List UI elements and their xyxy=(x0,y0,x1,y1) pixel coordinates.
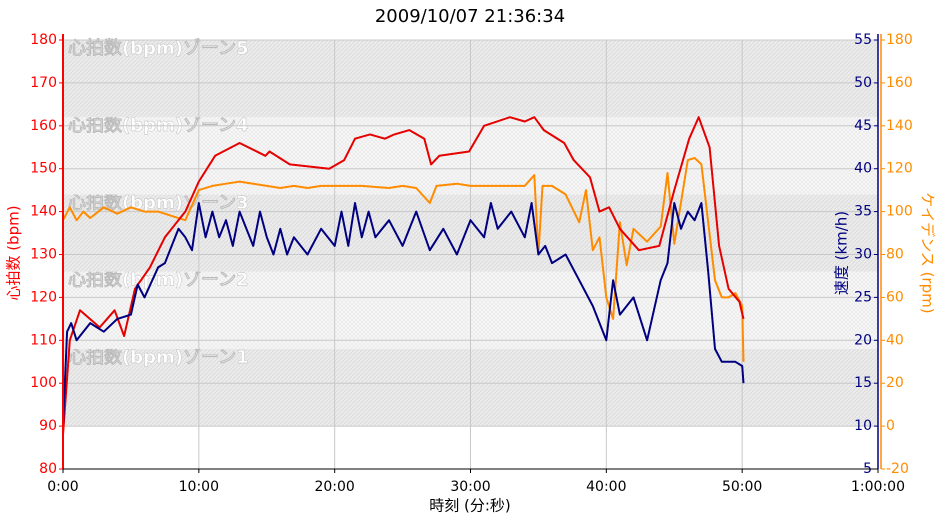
y-tick-label: 90 xyxy=(39,418,57,434)
y2-tick-label: 50 xyxy=(854,75,872,91)
y3-tick-label: 100 xyxy=(886,204,913,220)
y2-tick-label: 25 xyxy=(854,289,872,305)
x-axis-title: 時刻 (分:秒) xyxy=(429,497,511,515)
y2-axis-title: 速度 (km/h) xyxy=(833,211,851,295)
y-axis-title: 心拍数 (bpm) xyxy=(5,205,23,300)
y-tick-label: 180 xyxy=(30,32,57,48)
y-tick-label: 150 xyxy=(30,161,57,177)
y-tick-label: 170 xyxy=(30,75,57,91)
y-tick-label: 100 xyxy=(30,375,57,391)
y2-tick-label: 20 xyxy=(854,332,872,348)
zone-label: 心拍数(bpm)ゾーン1 xyxy=(68,346,249,368)
y-tick-label: 120 xyxy=(30,289,57,305)
y-tick-label: 160 xyxy=(30,118,57,134)
y2-tick-label: 55 xyxy=(854,32,872,48)
x-tick-label: 10:00 xyxy=(179,479,219,495)
y2-tick-label: 30 xyxy=(854,247,872,263)
zone-label: 心拍数(bpm)ゾーン4 xyxy=(68,114,249,136)
y3-tick-label: 180 xyxy=(886,32,913,48)
zone-label: 心拍数(bpm)ゾーン3 xyxy=(68,191,249,213)
y-tick-label: 80 xyxy=(39,461,57,477)
y3-tick-label: 140 xyxy=(886,118,913,134)
x-tick-label: 0:00 xyxy=(47,479,78,495)
y2-tick-label: 45 xyxy=(854,118,872,134)
zone-label: 心拍数(bpm)ゾーン2 xyxy=(68,269,249,291)
series-line xyxy=(62,202,745,427)
y-tick-label: 130 xyxy=(30,247,57,263)
x-tick-label: 20:00 xyxy=(314,479,354,495)
x-tick-label: 30:00 xyxy=(450,479,490,495)
y3-tick-label: 80 xyxy=(886,247,904,263)
y3-tick-label: 0 xyxy=(886,418,895,434)
series-line xyxy=(62,157,745,362)
y3-tick-label: 160 xyxy=(886,75,913,91)
x-tick-label: 50:00 xyxy=(722,479,762,495)
y-tick-label: 110 xyxy=(30,332,57,348)
y2-tick-label: 40 xyxy=(854,161,872,177)
zone-label: 心拍数(bpm)ゾーン5 xyxy=(68,37,249,59)
y2-tick-label: 15 xyxy=(854,375,872,391)
y3-tick-label: -20 xyxy=(886,461,909,477)
x-tick-label: 40:00 xyxy=(586,479,626,495)
y2-tick-label: 35 xyxy=(854,204,872,220)
y3-axis-title: ケイデンス (rpm) xyxy=(919,192,937,313)
x-tick-label: 1:00:00 xyxy=(851,479,905,495)
y3-tick-label: 60 xyxy=(886,289,904,305)
chart-title: 2009/10/07 21:36:34 xyxy=(375,6,565,27)
y2-tick-label: 10 xyxy=(854,418,872,434)
series-line xyxy=(62,116,745,435)
y3-tick-label: 20 xyxy=(886,375,904,391)
y3-tick-label: 120 xyxy=(886,161,913,177)
y3-tick-label: 40 xyxy=(886,332,904,348)
y-tick-label: 140 xyxy=(30,204,57,220)
